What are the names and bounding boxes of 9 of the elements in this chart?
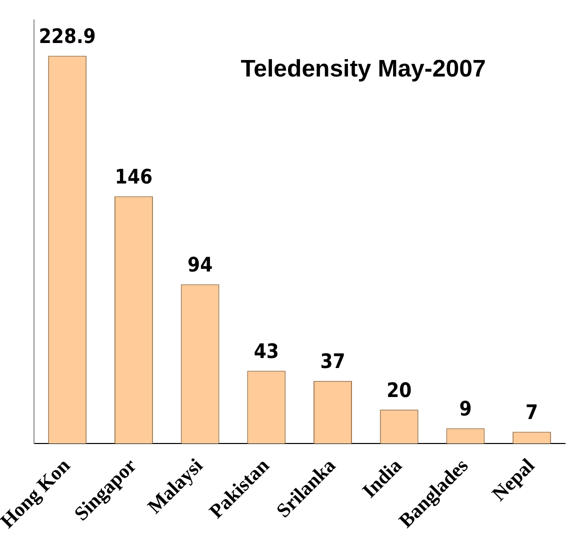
data-label: 146 [114,164,152,188]
data-label: 7 [526,400,538,424]
data-label: 9 [459,396,472,421]
data-label: 37 [320,349,346,374]
data-label: 228.9 [38,24,96,48]
chart-title: Teledensity May-2007 [240,56,486,83]
data-label: 43 [254,338,279,363]
data-label: 20 [386,378,412,402]
data-label: 94 [188,252,213,276]
